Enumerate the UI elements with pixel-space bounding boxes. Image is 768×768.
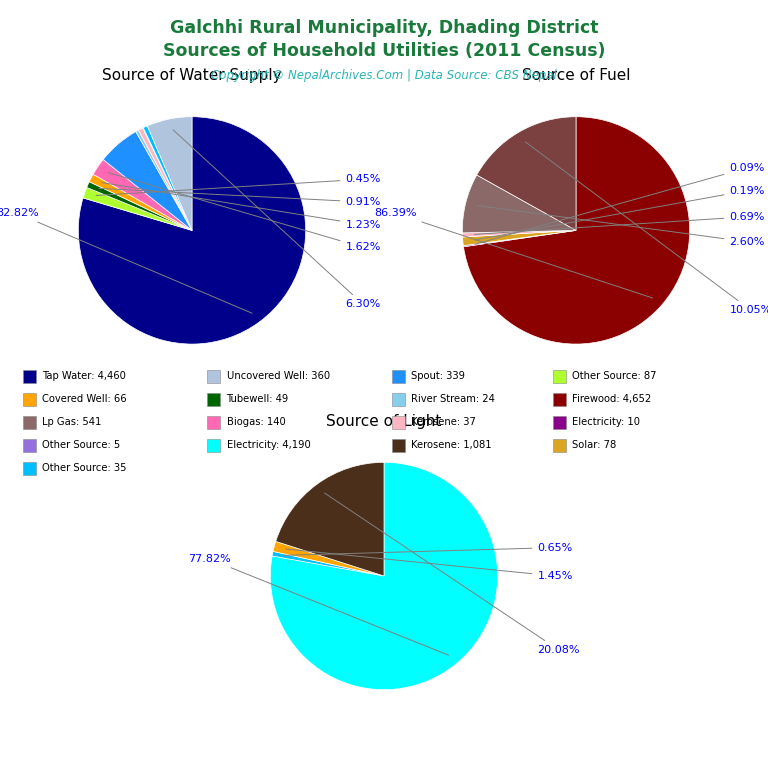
Text: Uncovered Well: 360: Uncovered Well: 360 xyxy=(227,371,329,382)
Text: Kerosene: 1,081: Kerosene: 1,081 xyxy=(411,440,492,451)
Text: Solar: 78: Solar: 78 xyxy=(572,440,617,451)
Wedge shape xyxy=(273,541,384,576)
Text: 0.09%: 0.09% xyxy=(475,163,765,244)
Wedge shape xyxy=(147,117,192,230)
Wedge shape xyxy=(270,462,498,690)
Wedge shape xyxy=(477,117,576,230)
Wedge shape xyxy=(143,127,192,230)
Wedge shape xyxy=(463,230,576,247)
Text: 0.45%: 0.45% xyxy=(96,174,381,196)
Text: Firewood: 4,652: Firewood: 4,652 xyxy=(572,394,651,405)
Text: 20.08%: 20.08% xyxy=(325,493,580,655)
Text: Other Source: 87: Other Source: 87 xyxy=(572,371,657,382)
Text: 86.39%: 86.39% xyxy=(374,208,653,298)
Text: Galchhi Rural Municipality, Dhading District: Galchhi Rural Municipality, Dhading Dist… xyxy=(170,19,598,37)
Title: Source of Fuel: Source of Fuel xyxy=(521,68,631,83)
Text: 0.91%: 0.91% xyxy=(99,188,381,207)
Text: Biogas: 140: Biogas: 140 xyxy=(227,417,285,428)
Wedge shape xyxy=(272,551,384,576)
Text: 1.23%: 1.23% xyxy=(102,183,381,230)
Text: 82.82%: 82.82% xyxy=(0,208,252,313)
Text: 0.19%: 0.19% xyxy=(475,186,765,240)
Text: Electricity: 4,190: Electricity: 4,190 xyxy=(227,440,310,451)
Text: 1.62%: 1.62% xyxy=(108,173,381,253)
Wedge shape xyxy=(144,126,192,230)
Wedge shape xyxy=(87,182,192,230)
Text: Other Source: 5: Other Source: 5 xyxy=(42,440,121,451)
Text: Lp Gas: 541: Lp Gas: 541 xyxy=(42,417,101,428)
Text: 2.60%: 2.60% xyxy=(477,206,765,247)
Text: 10.05%: 10.05% xyxy=(525,142,768,315)
Wedge shape xyxy=(93,160,192,230)
Wedge shape xyxy=(138,128,192,230)
Text: Tubewell: 49: Tubewell: 49 xyxy=(227,394,289,405)
Wedge shape xyxy=(462,175,576,233)
Wedge shape xyxy=(276,462,384,576)
Text: Covered Well: 66: Covered Well: 66 xyxy=(42,394,127,405)
Wedge shape xyxy=(136,130,192,230)
Title: Source of Light: Source of Light xyxy=(326,414,442,429)
Title: Source of Water Supply: Source of Water Supply xyxy=(102,68,282,83)
Wedge shape xyxy=(103,131,192,230)
Text: 6.30%: 6.30% xyxy=(173,130,381,310)
Text: Kerosene: 37: Kerosene: 37 xyxy=(411,417,475,428)
Text: Electricity: 10: Electricity: 10 xyxy=(572,417,641,428)
Text: Sources of Household Utilities (2011 Census): Sources of Household Utilities (2011 Cen… xyxy=(163,42,605,60)
Text: 1.45%: 1.45% xyxy=(286,549,573,581)
Wedge shape xyxy=(89,174,192,230)
Text: Copyright © NepalArchives.Com | Data Source: CBS Nepal: Copyright © NepalArchives.Com | Data Sou… xyxy=(211,69,557,82)
Wedge shape xyxy=(83,187,192,230)
Text: Other Source: 35: Other Source: 35 xyxy=(42,463,127,474)
Wedge shape xyxy=(78,117,306,344)
Text: 0.65%: 0.65% xyxy=(284,542,573,555)
Text: Tap Water: 4,460: Tap Water: 4,460 xyxy=(42,371,126,382)
Text: River Stream: 24: River Stream: 24 xyxy=(411,394,495,405)
Text: 0.69%: 0.69% xyxy=(475,212,765,234)
Wedge shape xyxy=(464,117,690,344)
Text: 77.82%: 77.82% xyxy=(188,554,449,655)
Wedge shape xyxy=(462,230,576,237)
Wedge shape xyxy=(462,230,576,246)
Text: Spout: 339: Spout: 339 xyxy=(411,371,465,382)
